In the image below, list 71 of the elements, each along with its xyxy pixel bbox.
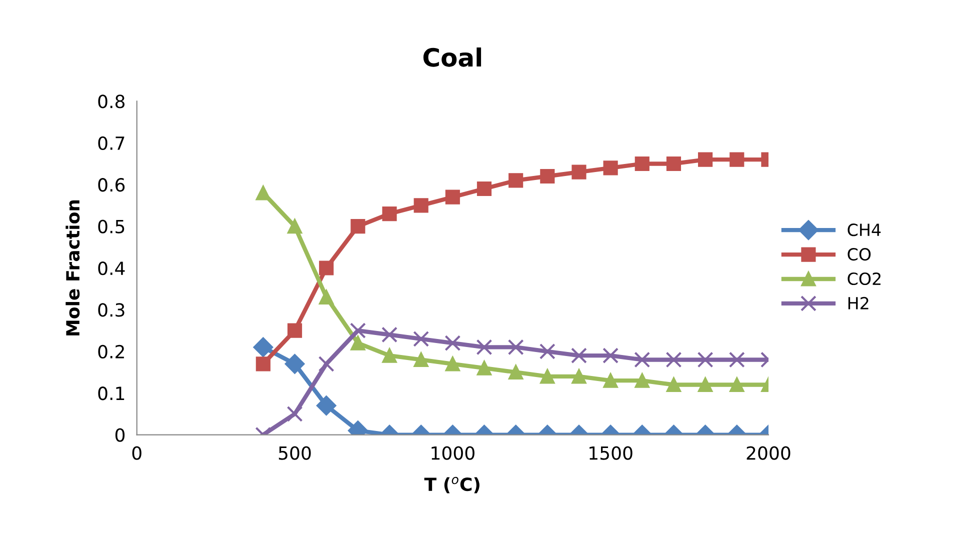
- point: [256, 356, 270, 372]
- point: [413, 330, 430, 347]
- point: [382, 206, 397, 222]
- y-tick-label: 0: [115, 428, 125, 442]
- point: [698, 152, 713, 167]
- y-tick-label: 0.8: [98, 94, 125, 108]
- point: [414, 352, 428, 368]
- x-tick-label: 2000: [746, 446, 790, 460]
- point: [287, 323, 302, 338]
- point: [319, 260, 334, 276]
- legend-label: CH4: [848, 224, 881, 236]
- point: [728, 352, 745, 368]
- point: [539, 343, 556, 360]
- point: [286, 406, 303, 422]
- x-tick-label: 0: [132, 446, 142, 460]
- point: [508, 364, 524, 380]
- point: [350, 218, 366, 234]
- point: [445, 190, 460, 204]
- point: [603, 373, 618, 388]
- point: [445, 356, 460, 372]
- point: [666, 377, 682, 392]
- x-tick-label: 500: [278, 446, 311, 460]
- chart-title: Coal: [423, 47, 482, 67]
- x-tick-label: 1500: [590, 446, 632, 460]
- point: [730, 152, 744, 167]
- x-axis-title: T ($^{o}$C): [424, 476, 480, 494]
- point: [698, 377, 713, 392]
- point: [540, 369, 555, 384]
- point: [540, 168, 555, 184]
- point: [666, 156, 682, 172]
- point: [350, 336, 366, 350]
- point: [382, 348, 397, 363]
- point: [603, 160, 618, 176]
- y-tick-label: 0.5: [98, 220, 124, 234]
- point: [444, 335, 461, 352]
- point: [634, 156, 650, 172]
- y-tick-label: 0.4: [98, 261, 125, 276]
- point: [476, 181, 492, 196]
- y-axis-title: Mole Fraction: [66, 200, 80, 336]
- point: [476, 339, 492, 356]
- point: [256, 186, 270, 200]
- point: [253, 337, 274, 358]
- point: [382, 326, 398, 343]
- point: [508, 173, 524, 188]
- point: [476, 360, 492, 376]
- legend-label: CO2: [848, 272, 880, 286]
- point: [318, 356, 334, 372]
- point: [572, 164, 586, 180]
- point: [414, 198, 428, 213]
- y-tick-label: 0.3: [98, 303, 124, 317]
- point: [634, 373, 650, 388]
- point: [350, 322, 366, 339]
- y-tick-label: 0.1: [98, 386, 124, 400]
- point: [730, 377, 744, 392]
- legend-label: H2: [848, 296, 868, 310]
- point: [508, 339, 524, 356]
- point: [666, 352, 682, 368]
- y-tick-label: 0.6: [98, 178, 125, 192]
- x-tick-label: 1000: [432, 446, 474, 460]
- point: [602, 348, 619, 364]
- point: [634, 352, 650, 368]
- point: [570, 348, 587, 364]
- y-tick-label: 0.7: [98, 136, 124, 150]
- point: [572, 369, 586, 384]
- point: [697, 352, 714, 368]
- point: [284, 354, 305, 374]
- point: [287, 218, 302, 234]
- y-tick-label: 0.2: [98, 344, 124, 359]
- point: [319, 290, 334, 304]
- point: [316, 396, 336, 416]
- legend-label: CO: [848, 248, 871, 261]
